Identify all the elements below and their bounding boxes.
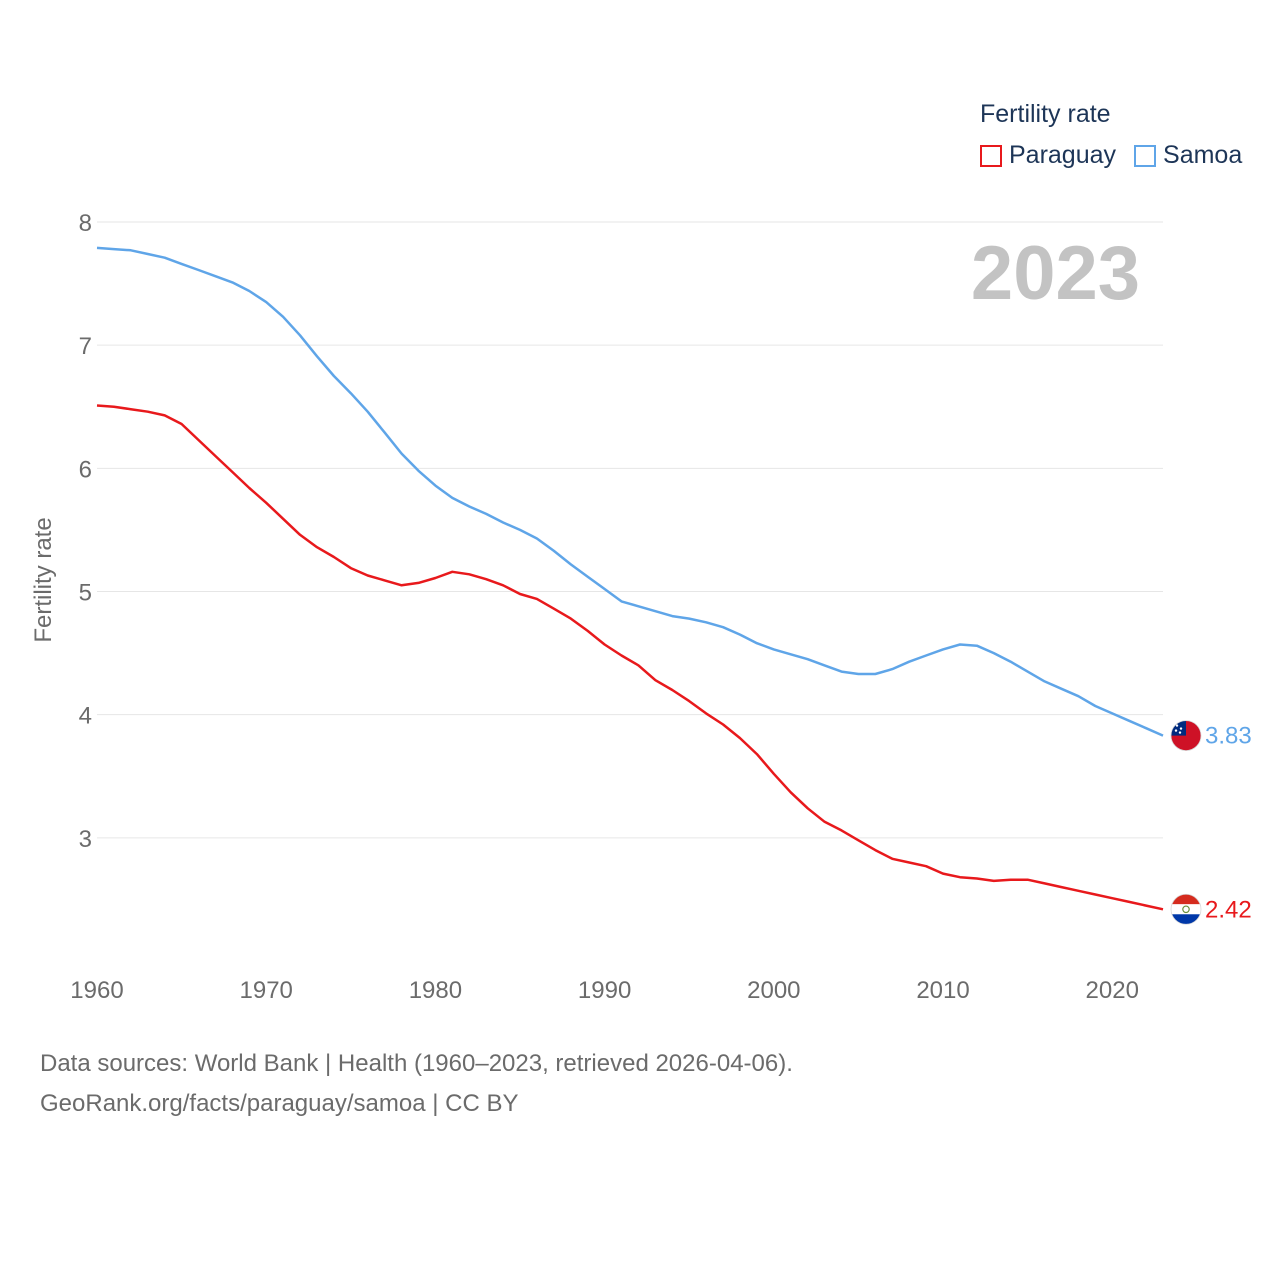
y-axis-label: Fertility rate — [30, 517, 57, 642]
y-tick-label: 4 — [79, 703, 92, 730]
series-line-paraguay — [96, 404, 1164, 911]
end-value-label-samoa: 3.83 — [1205, 723, 1252, 750]
x-tick-label: 1970 — [240, 977, 293, 1004]
gridlines — [97, 221, 1163, 839]
x-tick-label: 1960 — [70, 977, 123, 1004]
flag-icon-samoa — [1170, 720, 1202, 752]
y-tick-label: 6 — [79, 456, 92, 483]
x-tick-label: 2010 — [916, 977, 969, 1004]
legend: Paraguay Samoa — [980, 141, 1260, 170]
y-axis-tick-labels: 3 4 5 6 7 8 — [79, 210, 92, 853]
current-year-label: 2023 — [971, 231, 1140, 316]
legend-swatch-samoa — [1134, 144, 1157, 167]
x-axis-tick-labels: 1960 1970 1980 1990 2000 2010 2020 — [70, 977, 1139, 1004]
y-tick-label: 5 — [79, 580, 92, 607]
legend-item-samoa[interactable]: Samoa — [1134, 141, 1242, 170]
y-tick-label: 3 — [79, 826, 92, 853]
legend-swatch-paraguay — [980, 144, 1002, 167]
legend-label-samoa: Samoa — [1163, 141, 1243, 169]
end-value-label-paraguay: 2.42 — [1205, 896, 1252, 923]
series-end-markers: 2.42 3.83 — [1170, 720, 1252, 925]
legend-title: Fertility rate — [980, 100, 1111, 128]
x-tick-label: 1980 — [409, 977, 462, 1004]
x-tick-label: 2020 — [1086, 977, 1139, 1004]
legend-item-paraguay[interactable]: Paraguay — [980, 141, 1116, 170]
y-tick-label: 7 — [79, 333, 92, 360]
series-lines — [96, 246, 1164, 911]
x-tick-label: 1990 — [578, 977, 631, 1004]
flag-icon-paraguay — [1170, 893, 1202, 925]
source-line-1: Data sources: World Bank | Health (1960–… — [40, 1050, 793, 1077]
legend-label-paraguay: Paraguay — [1009, 141, 1117, 169]
x-tick-label: 2000 — [747, 977, 800, 1004]
source-note: Data sources: World Bank | Health (1960–… — [40, 1044, 793, 1124]
y-tick-label: 8 — [79, 210, 92, 237]
source-line-2[interactable]: GeoRank.org/facts/paraguay/samoa | CC BY — [40, 1090, 519, 1117]
series-line-samoa — [96, 246, 1164, 737]
